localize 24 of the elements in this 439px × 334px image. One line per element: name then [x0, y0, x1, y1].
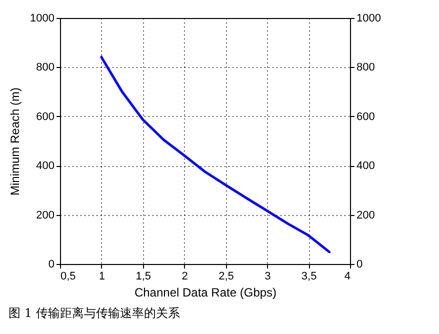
x-axis-title: Channel Data Rate (Gbps): [134, 286, 277, 300]
y-tick-label: 0: [48, 258, 54, 270]
y2-tick-label: 800: [356, 62, 375, 74]
y-tick-label: 600: [36, 110, 54, 123]
caption: 图 1 传输距离与传输速率的关系: [8, 306, 180, 320]
x-tick-label: 2: [182, 270, 188, 282]
x-tick-label: 3: [264, 270, 271, 282]
x-tick-label: 1: [98, 270, 105, 282]
y-tick-label: 200: [36, 209, 54, 222]
y-tick-label: 1000: [30, 12, 54, 24]
x-tick-label: 2,5: [218, 270, 234, 282]
y-axis-title: Minimum Reach (m): [8, 87, 22, 196]
y2-tick-label: 400: [356, 160, 375, 172]
y-tick-label: 800: [36, 62, 54, 74]
y2-tick-label: 200: [356, 209, 375, 222]
y2-tick-label: 1000: [356, 12, 381, 24]
y-tick-label: 400: [36, 160, 54, 172]
y2-tick-label: 0: [356, 258, 363, 270]
y2-tick-label: 600: [356, 110, 375, 123]
x-tick-label: 1,5: [136, 270, 152, 282]
x-tick-label: 3,5: [301, 270, 317, 282]
x-tick-label: 0,5: [60, 270, 76, 282]
x-tick-label: 4: [344, 270, 350, 282]
line-series: [100, 56, 331, 254]
